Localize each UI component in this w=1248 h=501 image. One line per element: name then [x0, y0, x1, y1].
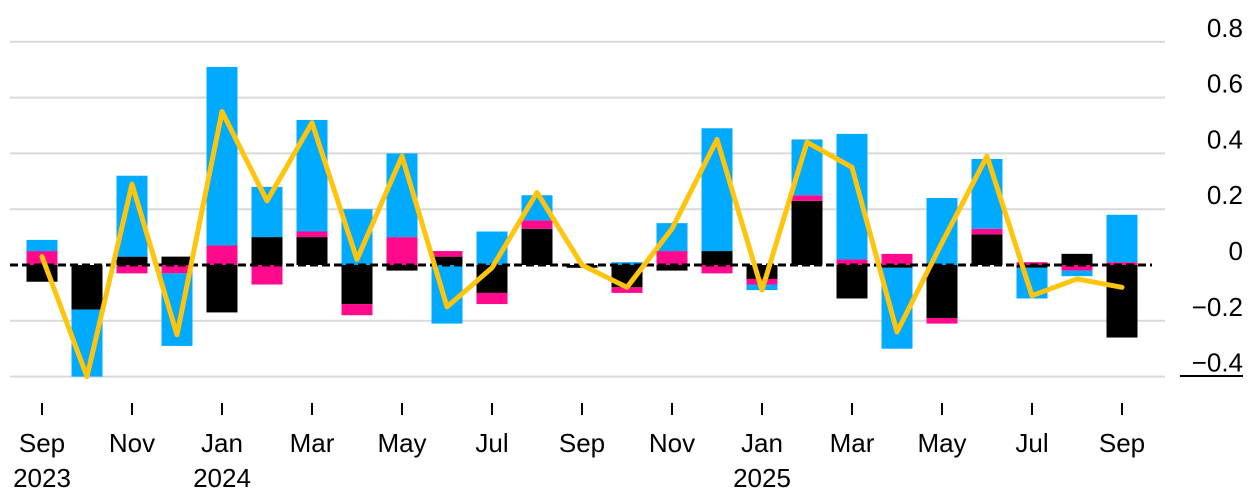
x-year-label: 2024 — [193, 463, 251, 493]
y-tick-label: 0.8 — [1207, 13, 1243, 43]
y-tick-label: −0.2 — [1192, 292, 1243, 322]
bar-segment-pink-component — [477, 293, 508, 304]
bar-segment-pink-component — [792, 195, 823, 201]
bar-segment-pink-component — [342, 304, 373, 315]
bar-segment-pink-component — [297, 232, 328, 238]
bar-segment-black-component — [297, 237, 328, 265]
y-tick-label: 0.2 — [1207, 180, 1243, 210]
bar-segment-black-component — [207, 265, 238, 312]
bar-segment-pink-component — [207, 245, 238, 265]
bar-segment-pink-component — [927, 318, 958, 324]
y-axis: 0.8 0.6 0.4 0.2 0 −0.2 −0.4 — [1180, 13, 1243, 378]
x-tick-label: Mar — [290, 428, 335, 458]
bar-segment-pink-component — [252, 265, 283, 285]
x-tick-label: Sep — [559, 428, 605, 458]
y-tick-label: 0.4 — [1207, 124, 1243, 154]
bar-segment-pink-component — [387, 237, 418, 265]
x-tick-label: May — [917, 428, 966, 458]
total-line — [42, 112, 1122, 377]
bar-segment-blue-component — [837, 134, 868, 260]
bar-segment-pink-component — [522, 220, 553, 228]
bar-segment-pink-component — [657, 251, 688, 265]
x-tick-label: Mar — [830, 428, 875, 458]
total-line-layer — [42, 111, 1122, 376]
bar-segment-blue-component — [27, 240, 58, 251]
x-tick-label: Jan — [201, 428, 243, 458]
bar-segment-black-component — [1062, 254, 1093, 265]
bar-segment-black-component — [702, 251, 733, 265]
x-year-label: 2025 — [733, 463, 791, 493]
bar-segment-pink-component — [432, 251, 463, 257]
bar-segment-pink-component — [882, 254, 913, 265]
bar-segment-black-component — [747, 265, 778, 279]
x-tick-label: Jul — [1015, 428, 1048, 458]
bar-segment-black-component — [927, 265, 958, 318]
bar-segment-black-component — [792, 201, 823, 265]
bar-segment-black-component — [522, 229, 553, 265]
bars — [27, 67, 1138, 377]
x-tick-label: Jan — [741, 428, 783, 458]
bar-segment-blue-component — [252, 187, 283, 237]
x-tick-label: Jul — [475, 428, 508, 458]
bar-segment-black-component — [972, 234, 1003, 265]
bar-segment-blue-component — [927, 198, 958, 265]
bar-segment-pink-component — [972, 229, 1003, 235]
bar-segment-blue-component — [1107, 215, 1138, 262]
y-tick-label: −0.4 — [1192, 348, 1243, 378]
y-tick-label: 0.6 — [1207, 69, 1243, 99]
bar-segment-black-component — [72, 265, 103, 310]
x-axis: Sep 2023 Nov Jan 2024 Mar May Jul Sep Nov Jan 2025 M… — [13, 403, 1145, 493]
x-tick-label: Nov — [649, 428, 695, 458]
x-tick-label: Sep — [1099, 428, 1145, 458]
bar-segment-black-component — [252, 237, 283, 265]
x-tick-label: May — [377, 428, 426, 458]
y-tick-label: 0 — [1229, 236, 1243, 266]
bar-segment-black-component — [837, 265, 868, 298]
x-tick-label: Sep — [19, 428, 65, 458]
x-year-label: 2023 — [13, 463, 71, 493]
bar-segment-black-component — [342, 265, 373, 304]
bar-segment-black-component — [1107, 265, 1138, 338]
x-tick-label: Nov — [109, 428, 155, 458]
bar-segment-blue-component — [1062, 271, 1093, 277]
